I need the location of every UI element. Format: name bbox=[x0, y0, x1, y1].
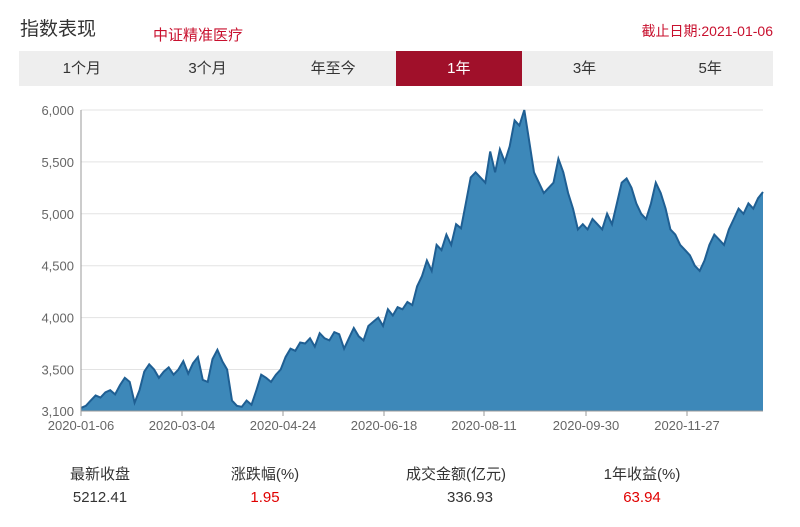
y-tick-label: 5,500 bbox=[41, 155, 74, 170]
x-tick-label: 2020-08-11 bbox=[451, 418, 517, 433]
x-tick-label: 2020-06-18 bbox=[351, 418, 418, 433]
tab-1-year[interactable]: 1年 bbox=[396, 51, 522, 86]
header: 指数表现 中证精准医疗 截止日期:2021-01-06 bbox=[0, 0, 800, 50]
tab-ytd[interactable]: 年至今 bbox=[310, 60, 356, 77]
index-name: 中证精准医疗 bbox=[153, 27, 244, 44]
tab-1-month[interactable]: 1个月 bbox=[62, 60, 101, 77]
y-tick-label: 4,500 bbox=[41, 259, 74, 274]
stat-value-close: 5212.41 bbox=[72, 489, 128, 506]
y-tick-label: 5,000 bbox=[41, 207, 74, 222]
y-tick-label: 3,500 bbox=[41, 362, 74, 377]
y-tick-label: 3,100 bbox=[41, 404, 74, 419]
x-tick-label: 2020-04-24 bbox=[250, 418, 317, 433]
series-line bbox=[80, 109, 764, 409]
stat-value-turnover: 336.93 bbox=[447, 489, 493, 506]
y-tick-label: 4,000 bbox=[41, 311, 74, 326]
tab-3-months[interactable]: 3个月 bbox=[188, 60, 227, 77]
as-of-date: 截止日期:2021-01-06 bbox=[641, 23, 773, 39]
stat-value-1y-return: 63.94 bbox=[623, 489, 661, 506]
x-axis-labels: 2020-01-06 2020-03-04 2020-04-24 2020-06-18… bbox=[48, 411, 720, 433]
stat-value-change: 1.95 bbox=[250, 489, 280, 506]
y-axis-labels: 3,100 3,500 4,000 4,500 5,000 5,500 6,000 bbox=[41, 103, 74, 419]
x-tick-label: 2020-09-30 bbox=[553, 418, 620, 433]
tab-3-years[interactable]: 3年 bbox=[572, 60, 597, 77]
tab-5-years[interactable]: 5年 bbox=[698, 60, 722, 77]
period-tabs: 1个月 3个月 年至今 1年 3年 5年 bbox=[19, 51, 773, 86]
stats-bar: 最新收盘 5212.41 涨跌幅(%) 1.95 成交金额(亿元) 336.93… bbox=[0, 459, 800, 519]
series-fill bbox=[81, 110, 763, 411]
series-area bbox=[80, 109, 764, 411]
page-title: 指数表现 bbox=[20, 19, 97, 40]
x-tick-label: 2020-03-04 bbox=[149, 418, 216, 433]
stat-label-close: 最新收盘 bbox=[69, 466, 130, 483]
y-tick-label: 6,000 bbox=[41, 103, 74, 118]
x-tick-label: 2020-11-27 bbox=[654, 418, 720, 433]
stat-label-change: 涨跌幅(%) bbox=[230, 466, 300, 483]
index-area-chart: 3,100 3,500 4,000 4,500 5,000 5,500 6,000 2020… bbox=[41, 103, 764, 433]
stat-label-turnover: 成交金额(亿元) bbox=[406, 466, 506, 483]
x-tick-label: 2020-01-06 bbox=[48, 418, 115, 433]
stat-label-1y-return: 1年收益(%) bbox=[603, 466, 681, 483]
